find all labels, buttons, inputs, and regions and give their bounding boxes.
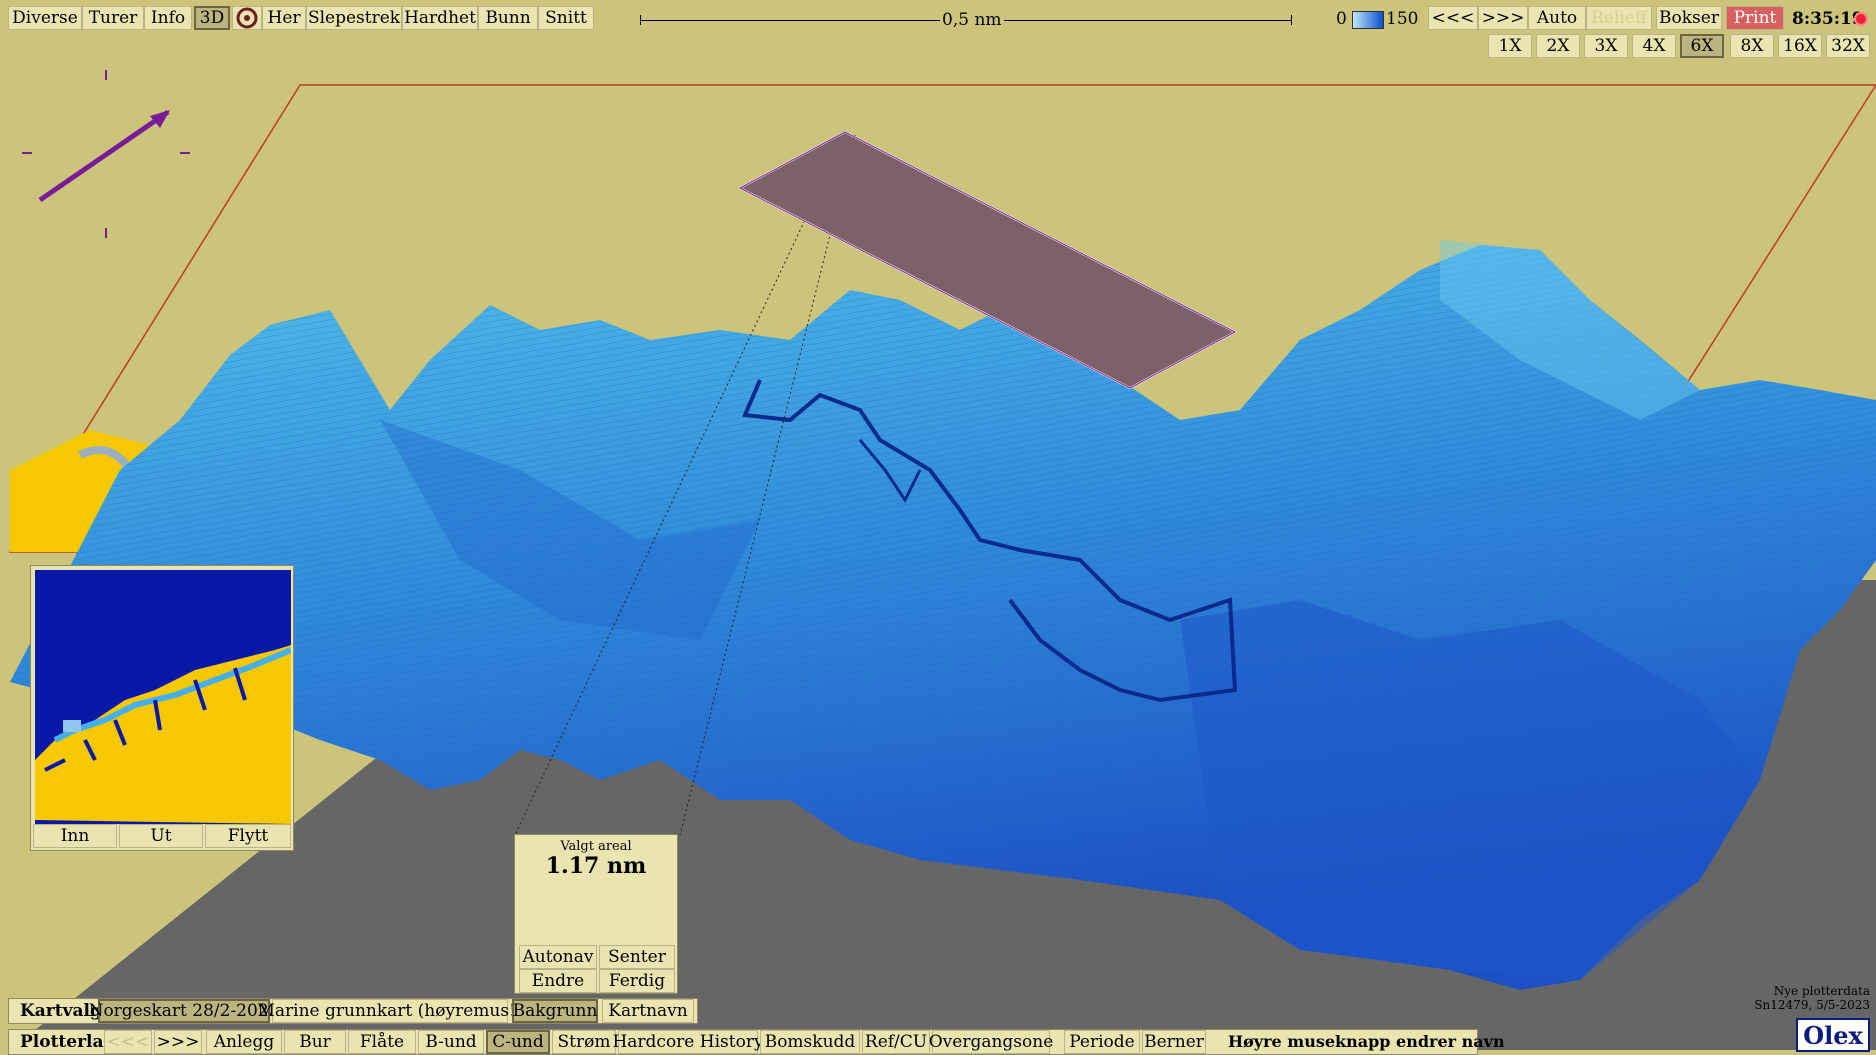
minimap-panel: Inn Ut Flytt	[30, 565, 294, 851]
menu-info[interactable]: Info	[144, 6, 192, 30]
zoom-32x[interactable]: 32X	[1826, 34, 1870, 58]
minimap[interactable]	[35, 570, 291, 824]
next-button[interactable]: >>>	[1478, 6, 1528, 30]
zoom-8x[interactable]: 8X	[1730, 34, 1774, 58]
autonav-button[interactable]: Autonav	[519, 945, 597, 969]
olex-logo: Olex	[1796, 1018, 1870, 1052]
depth-max: 150	[1386, 9, 1419, 29]
zoom-6x[interactable]: 6X	[1680, 34, 1724, 58]
plotterlag-prev[interactable]: <<<	[104, 1030, 152, 1054]
selected-area-title: Valgt areal	[560, 839, 632, 854]
zoom-2x[interactable]: 2X	[1536, 34, 1580, 58]
layer-bomskudd[interactable]: Bomskudd	[760, 1030, 860, 1054]
menu-3d[interactable]: 3D	[194, 6, 230, 30]
layer-c-und[interactable]: C-und	[486, 1030, 550, 1054]
plotterlag-next[interactable]: >>>	[154, 1030, 202, 1054]
depth-color-scale	[1352, 11, 1384, 29]
north-arrow-icon	[22, 70, 190, 238]
layer-overgangsone[interactable]: Overgangsone	[928, 1030, 1054, 1054]
menu-hardhet[interactable]: Hardhet	[402, 6, 478, 30]
menu-diverse[interactable]: Diverse	[8, 6, 82, 30]
senter-button[interactable]: Senter	[599, 945, 675, 969]
clock: 8:35:19	[1792, 9, 1864, 29]
menu-bunn[interactable]: Bunn	[478, 6, 538, 30]
layer-periode[interactable]: Periode	[1064, 1030, 1140, 1054]
auto-button[interactable]: Auto	[1528, 6, 1586, 30]
plotterlag-label: Plotterlag	[20, 1032, 116, 1052]
scale-label: 0,5 nm	[940, 10, 1004, 30]
zoom-16x[interactable]: 16X	[1778, 34, 1822, 58]
ferdig-button[interactable]: Ferdig	[599, 969, 675, 993]
menu-turer[interactable]: Turer	[82, 6, 144, 30]
layer-berner[interactable]: Berner	[1142, 1030, 1206, 1054]
scale-bar: 0,5 nm	[640, 10, 1292, 30]
layer-strom[interactable]: Strøm	[552, 1030, 616, 1054]
layer-flate[interactable]: Flåte	[348, 1030, 416, 1054]
plotterlag-hint: Høyre museknapp endrer navn	[1228, 1032, 1505, 1051]
center-target-icon[interactable]	[232, 6, 262, 30]
kartvalg-kartnavn[interactable]: Kartnavn	[602, 999, 694, 1023]
kartvalg-label: Kartvalg	[20, 1001, 102, 1021]
bokser-button[interactable]: Bokser	[1656, 6, 1722, 30]
track-line	[742, 379, 1238, 703]
layer-ref-cu[interactable]: Ref/CU	[862, 1030, 930, 1054]
relieff-button[interactable]: Relieff	[1586, 6, 1652, 30]
kartvalg-marine-grunnkart[interactable]: Marine grunnkart (høyremus!)	[257, 999, 523, 1023]
minimap-out-button[interactable]: Ut	[119, 824, 203, 848]
menu-snitt[interactable]: Snitt	[538, 6, 594, 30]
layer-hardcore-history[interactable]: Hardcore History	[612, 1030, 764, 1054]
status-sun-icon	[1856, 14, 1866, 24]
layer-anlegg[interactable]: Anlegg	[206, 1030, 282, 1054]
print-button[interactable]: Print	[1726, 6, 1784, 30]
zoom-1x[interactable]: 1X	[1488, 34, 1532, 58]
menu-her[interactable]: Her	[262, 6, 306, 30]
kartvalg-norgeskart[interactable]: Norgeskart 28/2-2023	[88, 999, 280, 1023]
kartvalg-bakgrunn[interactable]: Bakgrunn	[512, 999, 598, 1023]
prev-button[interactable]: <<<	[1428, 6, 1478, 30]
status-line-1: Nye plotterdata	[1773, 984, 1870, 998]
menu-slepestrek[interactable]: Slepestrek	[306, 6, 402, 30]
status-line-2: Sn12479, 5/5-2023	[1754, 998, 1870, 1012]
selected-area-value: 1.17 nm	[545, 853, 647, 879]
minimap-in-button[interactable]: Inn	[33, 824, 117, 848]
layer-b-und[interactable]: B-und	[418, 1030, 484, 1054]
depth-min: 0	[1336, 9, 1347, 29]
selected-area-panel: Valgt areal 1.17 nm Autonav Senter Endre…	[514, 834, 678, 994]
endre-button[interactable]: Endre	[519, 969, 597, 993]
minimap-move-button[interactable]: Flytt	[205, 824, 291, 848]
zoom-3x[interactable]: 3X	[1584, 34, 1628, 58]
layer-bur[interactable]: Bur	[284, 1030, 346, 1054]
zoom-4x[interactable]: 4X	[1632, 34, 1676, 58]
